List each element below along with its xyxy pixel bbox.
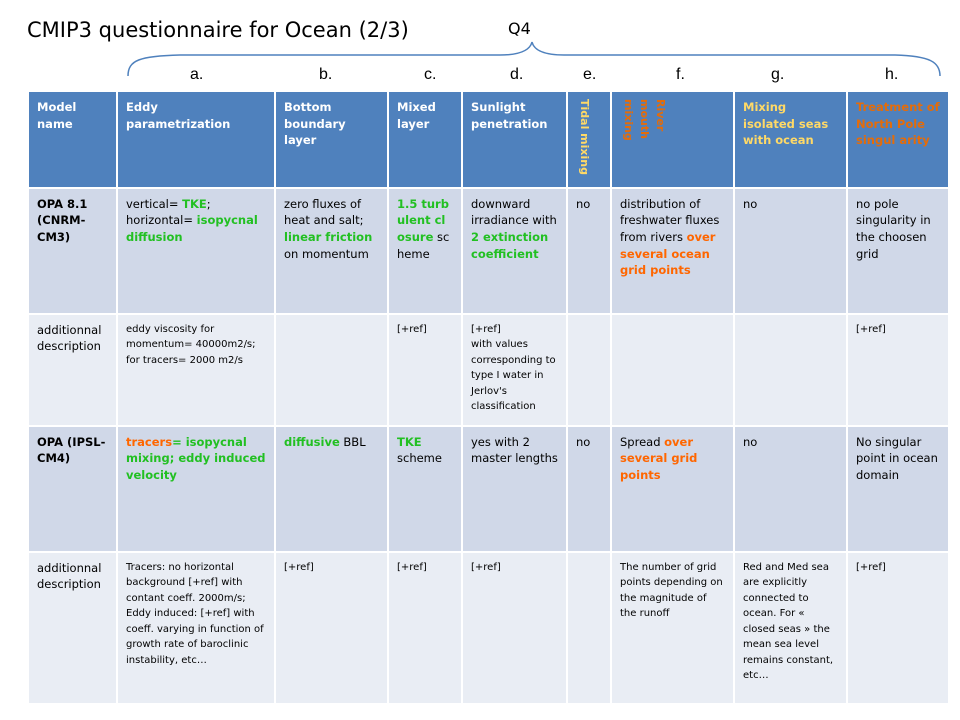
cell-desc-tidal: [568, 314, 610, 425]
table-row-desc2: additionnal description Tracers: no hori…: [29, 552, 948, 703]
highlight: several grid points: [620, 451, 698, 482]
cell-desc-sunlight: [+ref]: [463, 552, 566, 703]
cell-desc-river: [612, 314, 733, 425]
letter-g: g.: [771, 66, 785, 83]
cell-desc-pole: [+ref]: [848, 552, 948, 703]
cell-desc-mixed: [+ref]: [389, 314, 461, 425]
cell-mixed: 1.5 turbulent closure scheme: [389, 188, 461, 313]
text: vertical=: [126, 196, 183, 211]
letter-c: c.: [424, 66, 437, 83]
header-river: River mouth mixing: [612, 92, 733, 187]
highlight: tracers: [126, 434, 173, 449]
cell-river: distribution of freshwater fluxes from r…: [612, 188, 733, 313]
cell-desc-eddy: Tracers: no horizontal background [+ref]…: [118, 552, 274, 703]
cell-bottom: zero fluxes of heat and salt; linear fri…: [276, 188, 387, 313]
highlight: TKE: [397, 434, 422, 449]
letter-h: h.: [885, 66, 899, 83]
highlight: isopycnal diffusion: [126, 213, 258, 244]
highlight: diffusive: [284, 434, 340, 449]
header-pole: Treatment of North Pole singul arity: [848, 92, 948, 187]
cell-desc-sunlight: [+ref] with values corresponding to type …: [463, 314, 566, 425]
brace-bracket: [127, 41, 941, 77]
header-tidal: Tidal mixing: [568, 92, 610, 187]
header-eddy: Eddy parametrization: [118, 92, 274, 187]
cell-isolated: no: [735, 426, 846, 551]
cell-sunlight: downward irradiance with 2 extinction co…: [463, 188, 566, 313]
cell-tidal: no: [568, 426, 610, 551]
cell-mixed: TKE scheme: [389, 426, 461, 551]
header-isolated: Mixing isolated seas with ocean: [735, 92, 846, 187]
cell-isolated: no: [735, 188, 846, 313]
text: zero fluxes of heat and salt;: [284, 196, 364, 228]
cell-bottom: diffusive BBL: [276, 426, 387, 551]
cell-model: OPA (IPSL-CM4): [29, 426, 116, 551]
highlight: eddy induced velocity: [126, 451, 266, 482]
table-row-opa81: OPA 8.1 (CNRM-CM3) vertical= TKE; horizo…: [29, 188, 948, 313]
letter-f: f.: [676, 66, 685, 83]
text: with values corresponding to type I wate…: [471, 339, 556, 413]
cell-desc-tidal: [568, 552, 610, 703]
text: Spread: [620, 434, 665, 449]
table-row-opa: OPA (IPSL-CM4) tracers= isopycnal mixing…: [29, 426, 948, 551]
cell-tidal: no: [568, 188, 610, 313]
letter-d: d.: [510, 66, 524, 83]
table-row-desc1: additionnal description eddy viscosity f…: [29, 314, 948, 425]
page-title: CMIP3 questionnaire for Ocean (2/3): [27, 18, 409, 42]
cell-river: Spread over several grid points: [612, 426, 733, 551]
cell-desc-eddy: eddy viscosity for momentum= 40000m2/s; …: [118, 314, 274, 425]
header-river-label: River mouth mixing: [621, 99, 667, 141]
header-tidal-label: Tidal mixing: [577, 99, 591, 175]
table-header-row: Model name Eddy parametrization Bottom b…: [29, 92, 948, 187]
cell-pole: no pole singularity in the choosen grid: [848, 188, 948, 313]
cell-desc-bottom: [276, 314, 387, 425]
header-bottom: Bottom boundary layer: [276, 92, 387, 187]
highlight: over several ocean grid points: [620, 230, 716, 278]
cell-eddy: vertical= TKE; horizontal= isopycnal dif…: [118, 188, 274, 313]
cell-pole: No singular point in ocean domain: [848, 426, 948, 551]
cell-desc-label: additionnal description: [29, 314, 116, 425]
header-sunlight: Sunlight penetration: [463, 92, 566, 187]
cell-model: OPA 8.1 (CNRM-CM3): [29, 188, 116, 313]
highlight: 2 extinction coefficient: [471, 230, 549, 261]
cell-desc-label: additionnal description: [29, 552, 116, 703]
highlight: = isopycnal mixing;: [126, 434, 247, 466]
cell-desc-isolated: Red and Med sea are explicitly connected…: [735, 552, 846, 703]
cell-desc-river: The number of grid points depending on t…: [612, 552, 733, 703]
letter-e: e.: [583, 66, 597, 83]
letter-b: b.: [319, 66, 333, 83]
questionnaire-table: Model name Eddy parametrization Bottom b…: [27, 90, 950, 705]
text: distribution of freshwater fluxes from r…: [620, 196, 720, 244]
cell-sunlight: yes with 2 master lengths: [463, 426, 566, 551]
cell-desc-bottom: [+ref]: [276, 552, 387, 703]
q4-label: Q4: [508, 19, 531, 38]
text: ; horizontal=: [126, 196, 211, 228]
text: scheme: [397, 451, 442, 466]
letter-a: a.: [190, 66, 204, 83]
highlight: TKE: [182, 196, 207, 211]
text: downward irradiance with: [471, 196, 557, 228]
cell-desc-mixed: [+ref]: [389, 552, 461, 703]
text: [+ref]: [471, 323, 501, 335]
text: scheme: [397, 230, 450, 261]
text: on momentum: [284, 246, 369, 261]
cell-desc-pole: [+ref]: [848, 314, 948, 425]
highlight: linear friction: [284, 230, 373, 244]
cell-eddy: tracers= isopycnal mixing; eddy induced …: [118, 426, 274, 551]
header-model: Model name: [29, 92, 116, 187]
cell-desc-isolated: [735, 314, 846, 425]
header-mixed: Mixed layer: [389, 92, 461, 187]
highlight: over: [664, 434, 694, 449]
text: BBL: [339, 434, 366, 449]
highlight: 1.5 turbulent closure: [397, 196, 449, 244]
